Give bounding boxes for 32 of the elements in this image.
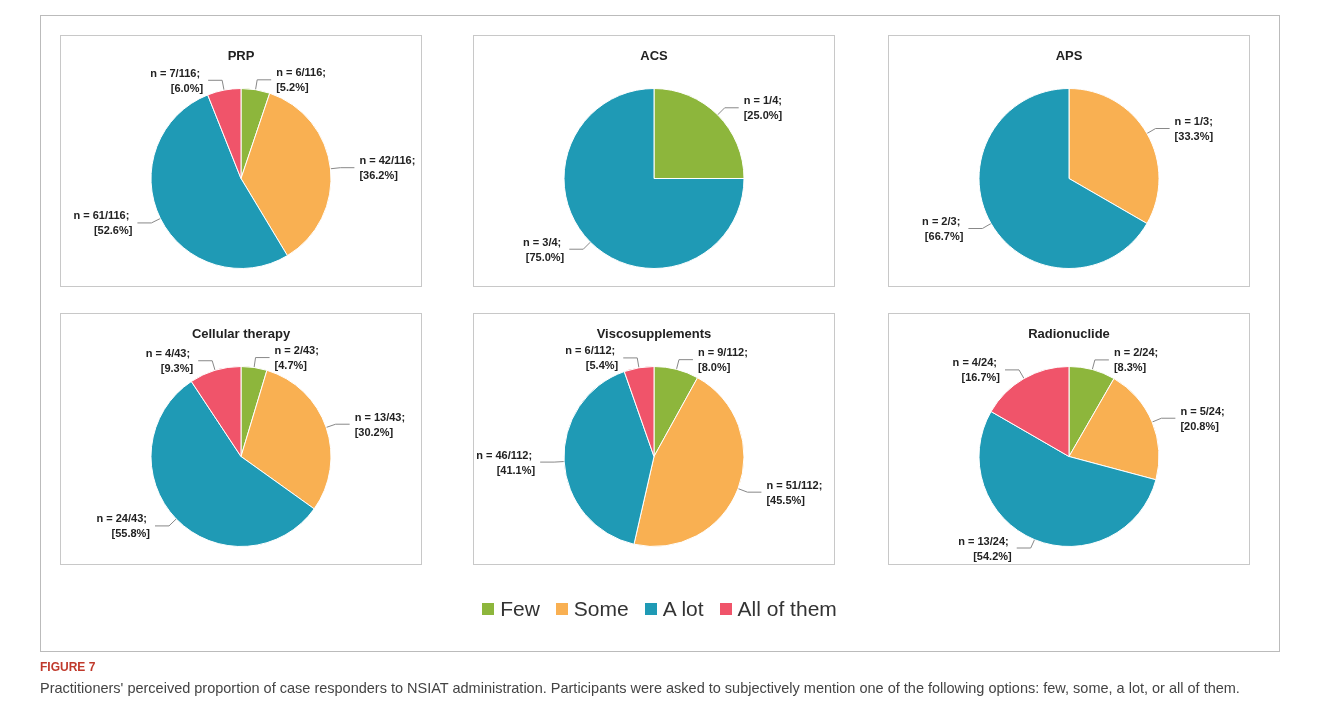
data-label: n = 5/24; [20.8%] <box>1180 404 1228 432</box>
chart-title: ACS <box>640 48 669 63</box>
data-label: n = 9/112; [8.0%] <box>697 346 751 374</box>
data-label: n = 6/112; [5.4%] <box>565 344 619 372</box>
data-label: n = 24/43; [55.8%] <box>96 512 151 540</box>
data-label: n = 4/24; [16.7%] <box>952 356 1001 384</box>
data-label: n = 1/4; [25.0%] <box>743 94 785 122</box>
data-label: n = 3/4; [75.0%] <box>523 235 565 263</box>
chart-title: Viscosupplements <box>596 326 712 341</box>
data-label: n = 2/43; [4.7%] <box>274 344 322 372</box>
data-label: n = 61/116; [52.6%] <box>73 209 133 237</box>
data-label: n = 42/116; [36.2%] <box>359 154 419 182</box>
data-label: n = 46/112; [41.1%] <box>476 448 536 476</box>
data-label: n = 2/3; [66.7%] <box>922 215 964 242</box>
data-label: n = 13/24; [54.2%] <box>958 534 1013 562</box>
legend-label: Some <box>572 597 629 621</box>
data-label: n = 1/3; [33.3%] <box>1174 115 1216 142</box>
chart-title: Cellular therapy <box>191 326 291 341</box>
data-label: n = 13/43; [30.2%] <box>354 410 409 438</box>
chart-title: APS <box>1055 48 1083 63</box>
legend-label: A lot <box>661 597 704 621</box>
legend-label: All of them <box>736 597 837 621</box>
chart-title: Radionuclide <box>1028 326 1110 341</box>
data-label: n = 4/43; [9.3%] <box>145 347 194 375</box>
text: Practitioners' perceived proportion of case responders to NSIAT administration. Participants were asked to subjectively mention one of the following options: few, some, a lot, or all of them. <box>40 679 1241 698</box>
chart-title: PRP <box>227 48 255 63</box>
legend-label: Few <box>499 597 540 621</box>
data-label: n = 6/116; [5.2%] <box>276 66 330 94</box>
data-label: n = 7/116; [6.0%] <box>150 66 204 94</box>
data-label: n = 2/24; [8.3%] <box>1113 346 1162 374</box>
caption: FIGURE 7 <box>40 660 96 674</box>
data-label: n = 51/112; [45.5%] <box>766 478 826 506</box>
